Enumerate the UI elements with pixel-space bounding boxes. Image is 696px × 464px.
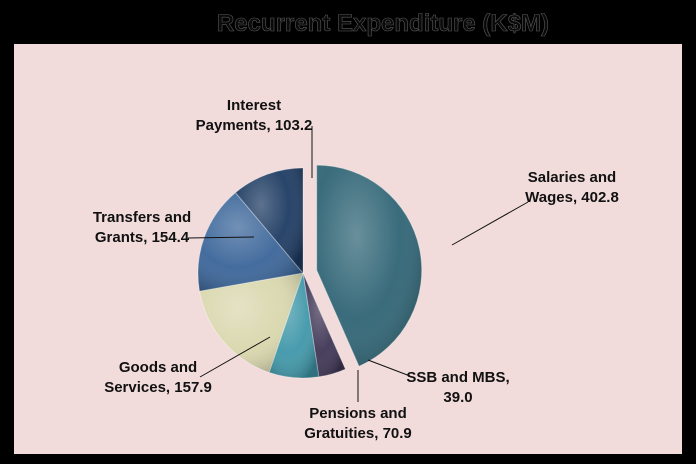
slice-shading-pensions-and bbox=[269, 273, 319, 378]
data-label-line: Transfers and bbox=[93, 209, 191, 226]
slice-shading-salaries-and bbox=[316, 165, 422, 367]
data-label-line: Wages, 402.8 bbox=[525, 189, 619, 206]
data-label-line: Payments, 103.2 bbox=[196, 117, 313, 134]
data-label-goods-and: Goods and Services, 157.9 bbox=[104, 359, 212, 396]
data-label-salaries-and: Salaries and Wages, 402.8 bbox=[525, 169, 619, 206]
data-label-line: Salaries and bbox=[528, 169, 616, 186]
leader-lines bbox=[187, 126, 529, 402]
leader-line-salaries-and bbox=[451, 201, 529, 246]
data-label-line: Pensions and bbox=[309, 405, 407, 422]
data-label-line: SSB and MBS, bbox=[406, 369, 509, 386]
data-label-line: Gratuities, 70.9 bbox=[304, 425, 412, 442]
pie-slices bbox=[197, 164, 423, 379]
slice-shading-interest bbox=[235, 168, 303, 273]
data-label-line: Services, 157.9 bbox=[104, 379, 212, 396]
data-label-pensions-and: Pensions and Gratuities, 70.9 bbox=[304, 405, 412, 442]
leader-line-transfers-and bbox=[187, 236, 255, 239]
data-label-line: Grants, 154.4 bbox=[95, 229, 190, 246]
data-label-interest: Interest Payments, 103.2 bbox=[196, 97, 313, 134]
slice-shading-ssb-and-mbs bbox=[303, 273, 346, 377]
data-label-transfers-and: Transfers and Grants, 154.4 bbox=[93, 209, 191, 246]
leader-line-goods-and bbox=[199, 336, 271, 378]
data-label-line: Interest bbox=[227, 97, 281, 114]
data-label-ssb-and-mbs: SSB and MBS, 39.0 bbox=[406, 369, 509, 406]
slice-shading-goods-and bbox=[199, 273, 303, 373]
leader-line-ssb-and-mbs bbox=[367, 359, 411, 377]
data-labels: Salaries and Wages, 402.8 SSB and MBS, 39.0… bbox=[93, 97, 619, 442]
data-label-line: Goods and bbox=[119, 359, 197, 376]
slice-shading-transfers-and bbox=[198, 192, 303, 292]
data-label-line: 39.0 bbox=[443, 389, 472, 406]
chart-title: Recurrent Expenditure (K$M) bbox=[217, 10, 549, 37]
